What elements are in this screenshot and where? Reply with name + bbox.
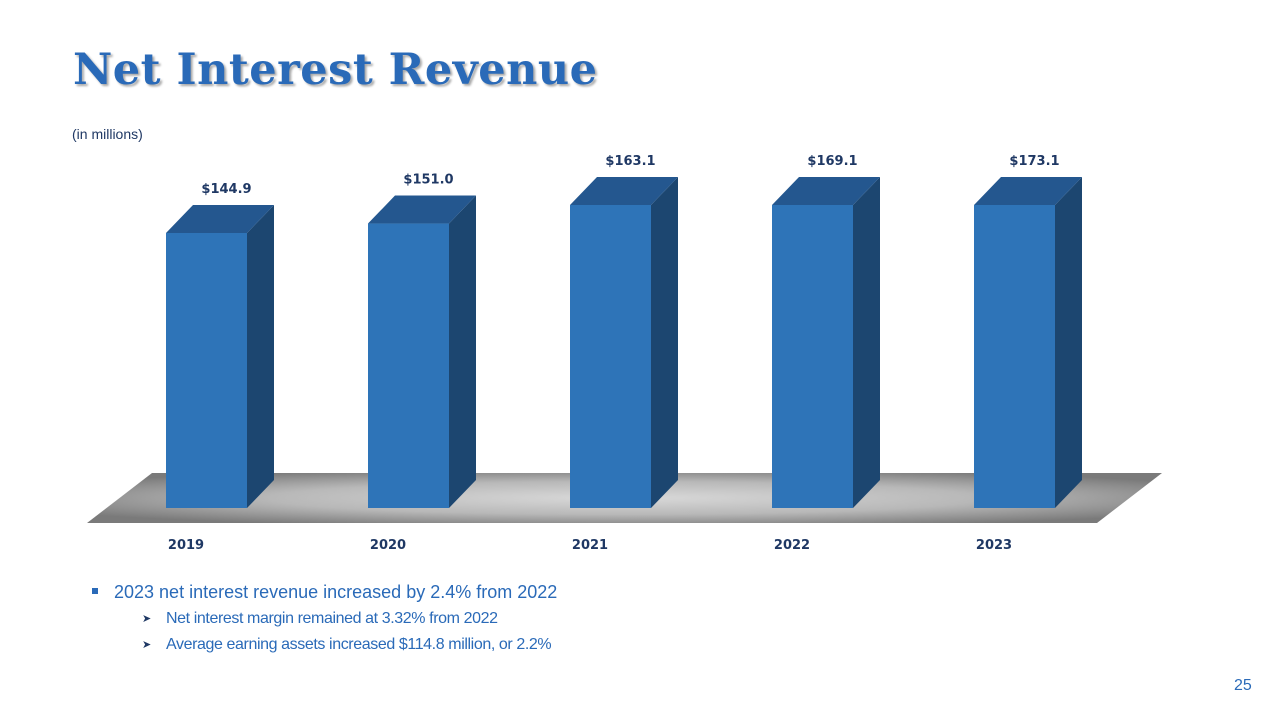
bar-top-face [166, 205, 274, 233]
bar-front-face [974, 205, 1055, 508]
x-tick-label: 2021 [572, 538, 608, 553]
bar-side-face [449, 195, 476, 509]
page-number: 25 [1234, 677, 1252, 694]
sub-bullet-item: ➤ Net interest margin remained at 3.32% … [142, 606, 557, 632]
bar-side-face [651, 177, 678, 508]
square-bullet-icon [92, 588, 98, 594]
bar-2019: $144.9 2019 [166, 182, 274, 553]
arrow-bullet-icon: ➤ [142, 613, 152, 625]
bar-side-face [853, 177, 880, 508]
bars-layer: $144.9 2019 $151.0 2020 $163.1 2021 $169.1 2022… [166, 154, 1082, 553]
bar-2021: $163.1 2021 [570, 154, 678, 553]
bar-top-face [368, 195, 476, 224]
bar-front-face [570, 205, 651, 508]
bar-top-face [772, 177, 880, 205]
bar-side-face [1055, 177, 1082, 508]
bar-2022: $169.1 2022 [772, 154, 880, 553]
bar-top-face [974, 177, 1082, 205]
bullet-text: 2023 net interest revenue increased by 2… [114, 582, 558, 602]
x-tick-label: 2023 [976, 538, 1012, 553]
bar-front-face [166, 233, 247, 508]
data-label: $163.1 [605, 154, 655, 169]
bullet-item: 2023 net interest revenue increased by 2… [92, 580, 557, 658]
data-label: $151.0 [403, 173, 453, 188]
chart-units-note: (in millions) [72, 126, 143, 142]
sub-bullet-text: Net interest margin remained at 3.32% fr… [166, 610, 498, 627]
x-tick-label: 2022 [774, 538, 810, 553]
x-tick-label: 2019 [168, 538, 204, 553]
x-tick-label: 2020 [370, 538, 406, 553]
slide-title: Net Interest Revenue [73, 45, 598, 95]
data-label: $173.1 [1009, 154, 1059, 169]
bar-2023: $173.1 2023 [974, 154, 1082, 553]
data-label: $169.1 [807, 154, 857, 169]
bar-side-face [247, 205, 274, 508]
bar-2020: $151.0 2020 [368, 173, 476, 553]
sub-bullet-text: Average earning assets increased $114.8 … [166, 636, 552, 653]
sub-bullet-item: ➤ Average earning assets increased $114.… [142, 632, 557, 658]
arrow-bullet-icon: ➤ [142, 639, 152, 651]
sub-bullet-list: ➤ Net interest margin remained at 3.32% … [142, 606, 557, 658]
bar-front-face [368, 223, 449, 509]
bar-top-face [570, 177, 678, 205]
bullet-list: 2023 net interest revenue increased by 2… [92, 580, 557, 658]
data-label: $144.9 [201, 182, 251, 197]
bar-front-face [772, 205, 853, 508]
